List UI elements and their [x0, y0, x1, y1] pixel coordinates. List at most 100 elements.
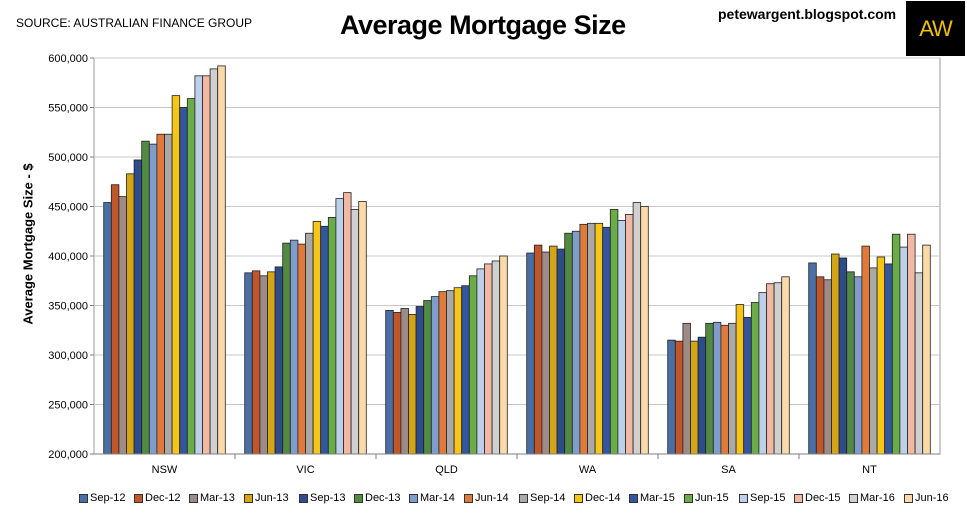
x-tick-label: VIC	[296, 464, 314, 476]
bar-wa-mar-16	[632, 202, 642, 455]
legend-swatch	[464, 493, 473, 503]
legend-label: Mar-13	[200, 492, 235, 504]
bar-vic-dec-13	[282, 242, 291, 455]
bar-nsw-mar-14	[148, 143, 158, 455]
bar-qld-jun-16	[499, 255, 508, 455]
legend-item: Sep-13	[299, 492, 354, 504]
legend: Sep-12 Dec-12 Mar-13 Jun-13 Sep-13 Dec-13 Mar-…	[79, 492, 959, 504]
bar-nt-dec-13	[846, 271, 855, 455]
bar-sa-sep-12	[667, 339, 676, 455]
bar-qld-sep-15	[476, 268, 485, 455]
legend-label: Sep-14	[530, 492, 566, 504]
bar-vic-dec-15	[343, 192, 352, 455]
legend-swatch	[409, 493, 418, 503]
bar-vic-mar-15	[320, 225, 329, 455]
legend-swatch	[299, 493, 308, 503]
legend-swatch	[519, 493, 528, 503]
y-tick-label: 600,000	[48, 53, 88, 65]
legend-item: Mar-16	[849, 492, 904, 504]
legend-swatch	[629, 493, 638, 503]
source-note: SOURCE: AUSTRALIAN FINANCE GROUP	[16, 16, 253, 30]
bar-sa-dec-14	[735, 304, 745, 455]
y-tick-label: 550,000	[48, 103, 88, 115]
bar-nt-sep-12	[808, 262, 817, 455]
legend-item: Sep-14	[519, 492, 574, 504]
bar-nt-mar-15	[884, 263, 893, 455]
bar-qld-dec-13	[423, 300, 432, 455]
bar-vic-jun-13	[267, 271, 276, 455]
legend-swatch	[904, 493, 913, 503]
bar-wa-sep-14	[587, 222, 596, 455]
bar-nsw-mar-16	[209, 68, 219, 455]
legend-label: Sep-12	[90, 492, 126, 504]
y-axis-label: Average Mortgage Size - $	[20, 163, 36, 325]
bar-qld-jun-13	[408, 314, 417, 455]
legend-label: Jun-13	[255, 492, 289, 504]
legend-label: Jun-16	[915, 492, 949, 504]
bar-wa-sep-13	[556, 248, 566, 455]
bar-nt-sep-14	[869, 267, 878, 455]
bar-vic-sep-13	[274, 266, 284, 455]
legend-swatch	[574, 493, 583, 503]
legend-item: Sep-12	[79, 492, 134, 504]
bar-qld-mar-13	[400, 308, 409, 455]
axes: 200,000 250,000 300,000 350,000 400,000 450,0…	[48, 53, 940, 476]
bar-vic-mar-14	[289, 239, 299, 455]
legend-label: Dec-13	[365, 492, 401, 504]
bar-qld-mar-14	[430, 296, 440, 455]
legend-item: Dec-13	[354, 492, 409, 504]
bar-wa-mar-15	[602, 226, 611, 455]
bar-sa-sep-13	[697, 336, 707, 455]
bar-nsw-sep-15	[194, 75, 203, 455]
legend-swatch	[134, 493, 143, 503]
bar-nsw-dec-15	[202, 75, 211, 455]
bar-wa-jun-14	[579, 223, 588, 455]
x-tick-label: SA	[721, 464, 736, 476]
y-tick-label: 450,000	[48, 202, 88, 214]
legend-label: Mar-14	[420, 492, 455, 504]
legend-item: Mar-14	[409, 492, 464, 504]
bar-wa-dec-14	[594, 222, 604, 455]
bar-wa-jun-16	[640, 206, 649, 455]
bar-nt-sep-13	[838, 257, 848, 455]
legend-swatch	[739, 493, 748, 503]
y-tick-label: 250,000	[48, 400, 88, 412]
legend-swatch	[354, 493, 363, 503]
bar-nt-jun-16	[922, 244, 931, 455]
y-tick-label: 200,000	[48, 449, 88, 461]
bar-wa-mar-14	[571, 230, 581, 455]
legend-item: Jun-15	[684, 492, 739, 504]
bar-wa-jun-15	[609, 209, 619, 455]
bar-nsw-dec-12	[110, 184, 120, 455]
bar-sa-dec-13	[705, 322, 714, 455]
bar-vic-jun-14	[297, 243, 306, 455]
bar-qld-mar-15	[461, 285, 470, 455]
legend-item: Mar-13	[189, 492, 244, 504]
y-tick-label: 300,000	[48, 350, 88, 362]
bar-qld-mar-16	[491, 260, 501, 455]
bar-qld-jun-15	[468, 275, 478, 455]
bar-nsw-dec-14	[171, 95, 181, 455]
bar-wa-dec-15	[625, 214, 634, 455]
bars	[103, 65, 931, 455]
bar-nt-mar-13	[823, 279, 832, 455]
legend-label: Mar-15	[640, 492, 675, 504]
legend-label: Sep-15	[750, 492, 786, 504]
bar-nt-jun-15	[891, 233, 901, 455]
bar-sa-jun-15	[750, 302, 760, 455]
bar-qld-dec-15	[484, 263, 493, 455]
bar-nt-dec-12	[815, 276, 825, 455]
bar-sa-mar-14	[712, 321, 722, 455]
bar-sa-sep-15	[758, 292, 767, 455]
bar-vic-sep-12	[244, 272, 253, 455]
bar-wa-sep-15	[617, 219, 626, 455]
legend-item: Mar-15	[629, 492, 684, 504]
bar-qld-dec-14	[453, 287, 463, 455]
legend-item: Sep-15	[739, 492, 794, 504]
aw-logo: AW	[906, 1, 965, 56]
bar-qld-jun-14	[438, 291, 447, 455]
bar-nsw-mar-15	[179, 107, 188, 455]
bar-vic-dec-14	[312, 220, 322, 455]
bar-qld-sep-12	[385, 310, 394, 455]
bar-qld-sep-14	[446, 290, 455, 455]
